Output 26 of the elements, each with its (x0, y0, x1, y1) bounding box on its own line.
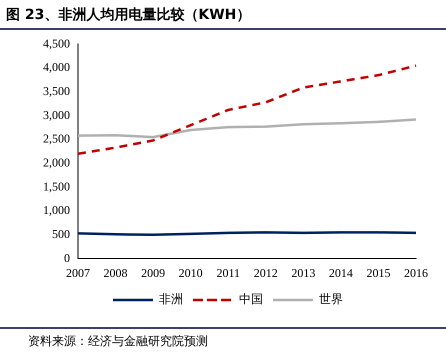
line-series (76, 64, 418, 156)
legend-label: 世界 (319, 292, 343, 306)
x-tick-label: 2007 (66, 266, 90, 280)
y-tick-label: 500 (52, 226, 70, 241)
legend-label: 非洲 (159, 292, 183, 306)
y-tick-label: 3,000 (43, 108, 70, 122)
x-tick-label: 2012 (254, 266, 278, 280)
y-tick-label: 1,000 (43, 203, 70, 218)
y-tick-label: 3,500 (43, 84, 70, 98)
y-tick-label: 4,500 (43, 36, 70, 50)
x-tick-label: 2016 (404, 266, 428, 280)
x-tick-label: 2008 (104, 266, 128, 280)
x-tick-label: 2010 (178, 266, 203, 280)
y-tick-label: 4,000 (43, 60, 70, 74)
x-tick-label: 2009 (141, 266, 166, 280)
y-tick-label: 1,500 (43, 179, 70, 194)
y-tick-label: 2,500 (43, 132, 70, 146)
text: 资料来源：经济与金融研究院预测 (28, 333, 208, 350)
y-tick-label: 0 (64, 250, 70, 265)
x-tick-label: 2015 (366, 266, 390, 280)
chart-title: 图 23、非洲人均用电量比较（KWH） (6, 6, 250, 24)
y-tick-label: 2,000 (43, 155, 70, 170)
x-tick-label: 2011 (216, 266, 240, 280)
legend-label: 中国 (239, 292, 263, 306)
x-tick-label: 2014 (328, 266, 353, 280)
x-tick-label: 2013 (291, 266, 316, 280)
